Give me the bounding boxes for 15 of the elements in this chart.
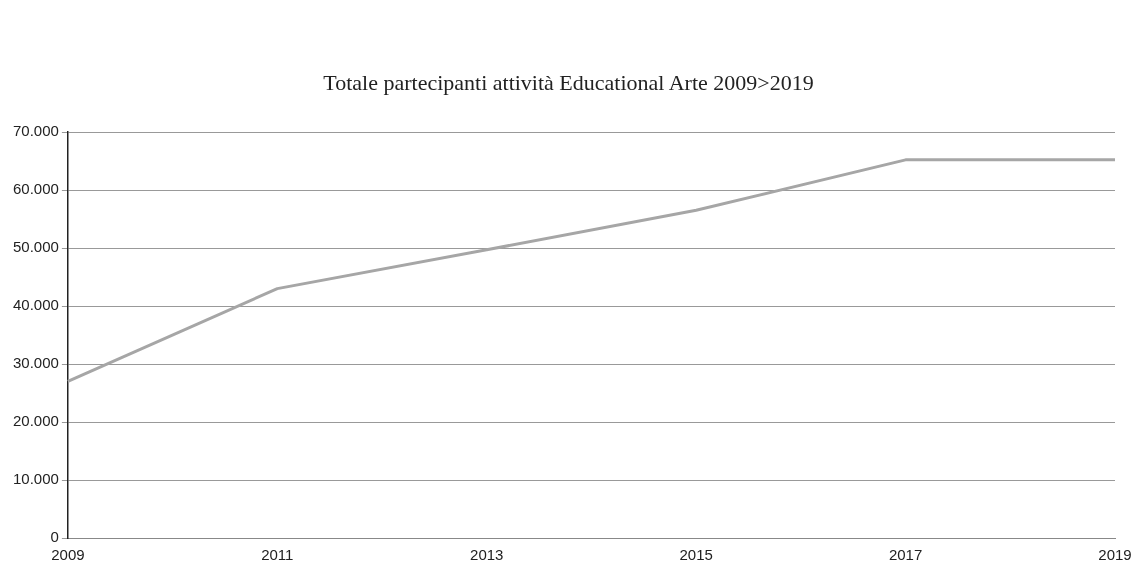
- x-tick-label: 2009: [51, 546, 85, 564]
- x-tick-label: 2011: [261, 546, 294, 564]
- y-tick-label: 30.000: [12, 354, 59, 372]
- y-tick-label: 70.000: [12, 122, 59, 140]
- y-tick-label: 50.000: [12, 238, 59, 256]
- x-tick-label: 2017: [888, 546, 923, 564]
- x-tick-label: 2019: [1098, 546, 1132, 564]
- y-tick-label: 60.000: [12, 180, 59, 198]
- y-tick-label: 20.000: [12, 412, 59, 430]
- chart-title: Totale partecipanti attività Educational Arte 2009>2019: [322, 70, 815, 96]
- x-tick-label: 2013: [470, 546, 504, 564]
- y-tick-label: 0: [50, 528, 59, 546]
- x-tick-label: 2015: [679, 546, 713, 564]
- y-tick-label: 10.000: [12, 470, 59, 488]
- y-tick-label: 40.000: [12, 296, 59, 314]
